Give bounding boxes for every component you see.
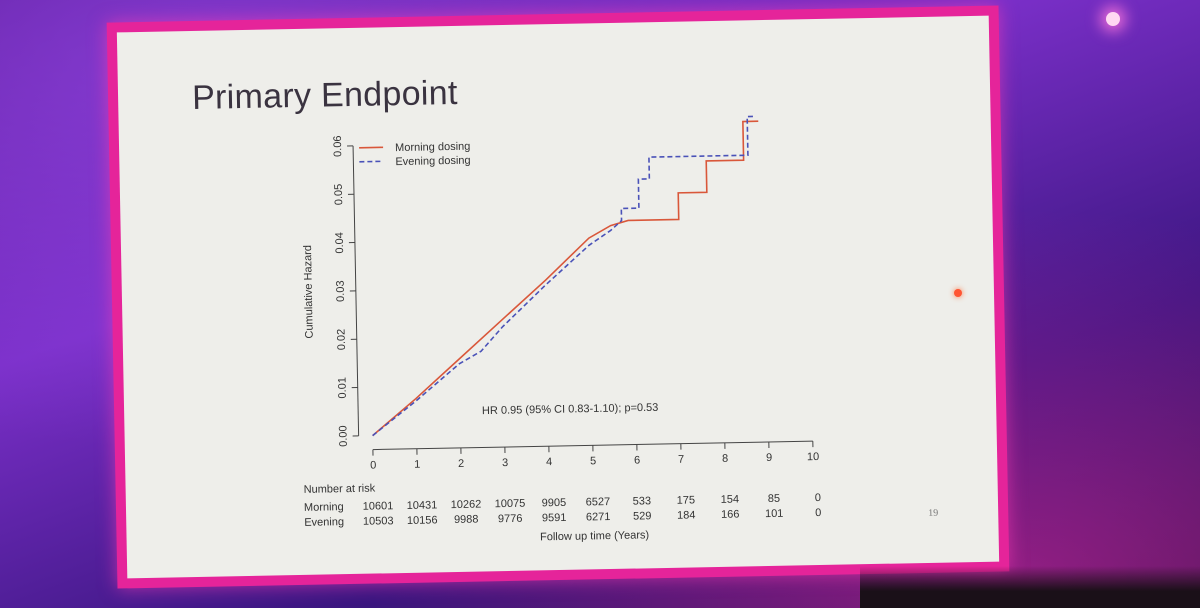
risk-row-label: Morning: [304, 501, 344, 514]
x-tick-label: 5: [590, 455, 596, 467]
y-tick-label: 0.03: [335, 280, 347, 302]
x-tick-label: 3: [502, 457, 508, 469]
laser-pointer-dot: [954, 289, 962, 297]
y-tick-label: 0.06: [332, 135, 344, 157]
risk-cell: 154: [721, 494, 740, 506]
risk-cell: 10262: [451, 499, 482, 512]
y-tick-label: 0.05: [333, 184, 345, 206]
risk-cell: 85: [768, 493, 780, 505]
risk-cell: 10601: [363, 500, 394, 513]
risk-cell: 9905: [542, 497, 567, 509]
risk-cell: 9591: [542, 512, 567, 524]
x-tick-label: 6: [634, 454, 640, 466]
risk-table: Number at risk Morning 10601 10431 10262 1007…: [304, 483, 822, 529]
projection-screen-frame: Primary Endpoint 0.00 0.01 0.02 0.03 0.04 0.0…: [106, 5, 1010, 589]
risk-cell: 10431: [407, 499, 438, 512]
risk-cell: 6271: [586, 511, 611, 523]
series-lines: [372, 115, 759, 437]
risk-cell: 175: [677, 494, 696, 506]
risk-cell: 0: [815, 507, 821, 519]
x-tick-label: 9: [766, 452, 772, 464]
hazard-ratio-annotation: HR 0.95 (95% CI 0.83-1.10); p=0.53: [482, 402, 659, 417]
risk-cell: 529: [633, 510, 652, 522]
series-line-evening: [372, 115, 756, 437]
risk-cell: 0: [815, 492, 821, 504]
cumulative-hazard-chart: 0.00 0.01 0.02 0.03 0.04 0.05 0.06 0 1 2 3 4 5 6 7 8 9 10…: [302, 115, 822, 543]
y-tick-label: 0.00: [337, 425, 349, 447]
x-tick-label: 2: [458, 458, 464, 470]
risk-cell: 166: [721, 509, 740, 521]
slide: Primary Endpoint 0.00 0.01 0.02 0.03 0.04 0.0…: [116, 15, 1000, 579]
axes: 0.00 0.01 0.02 0.03 0.04 0.05 0.06 0 1 2 3 4 5 6 7 8 9 10: [332, 135, 820, 472]
risk-cell: 533: [633, 495, 652, 507]
audience-silhouettes: [860, 566, 1200, 608]
x-tick-label: 7: [678, 454, 684, 466]
risk-cell: 10075: [495, 498, 526, 511]
y-tick-label: 0.01: [336, 377, 348, 399]
risk-cell: 184: [677, 509, 696, 521]
risk-cell: 9776: [498, 513, 523, 525]
x-tick-label: 8: [722, 453, 728, 465]
slide-page-number: 19: [928, 507, 939, 519]
y-tick-label: 0.02: [336, 329, 348, 351]
y-axis-label: Cumulative Hazard: [302, 245, 316, 339]
x-tick-label: 1: [414, 459, 420, 471]
legend-label: Morning dosing: [395, 141, 470, 154]
x-tick-label: 4: [546, 456, 552, 468]
risk-cell: 6527: [586, 496, 611, 508]
risk-cell: 10503: [363, 515, 394, 528]
risk-row-label: Evening: [304, 516, 344, 529]
risk-cell: 9988: [454, 514, 479, 526]
x-tick-label: 10: [807, 451, 819, 463]
x-axis-label: Follow up time (Years): [540, 529, 649, 543]
series-line-morning: [372, 120, 759, 437]
x-tick-label: 0: [370, 460, 376, 472]
legend-label: Evening dosing: [395, 155, 470, 168]
risk-cell: 101: [765, 508, 784, 520]
risk-cell: 10156: [407, 514, 438, 527]
stage-light: [1106, 12, 1120, 26]
risk-table-title: Number at risk: [304, 483, 376, 496]
chart-text: Cumulative Hazard HR 0.95 (95% CI 0.83-1.…: [302, 245, 659, 543]
y-tick-label: 0.04: [334, 232, 346, 254]
